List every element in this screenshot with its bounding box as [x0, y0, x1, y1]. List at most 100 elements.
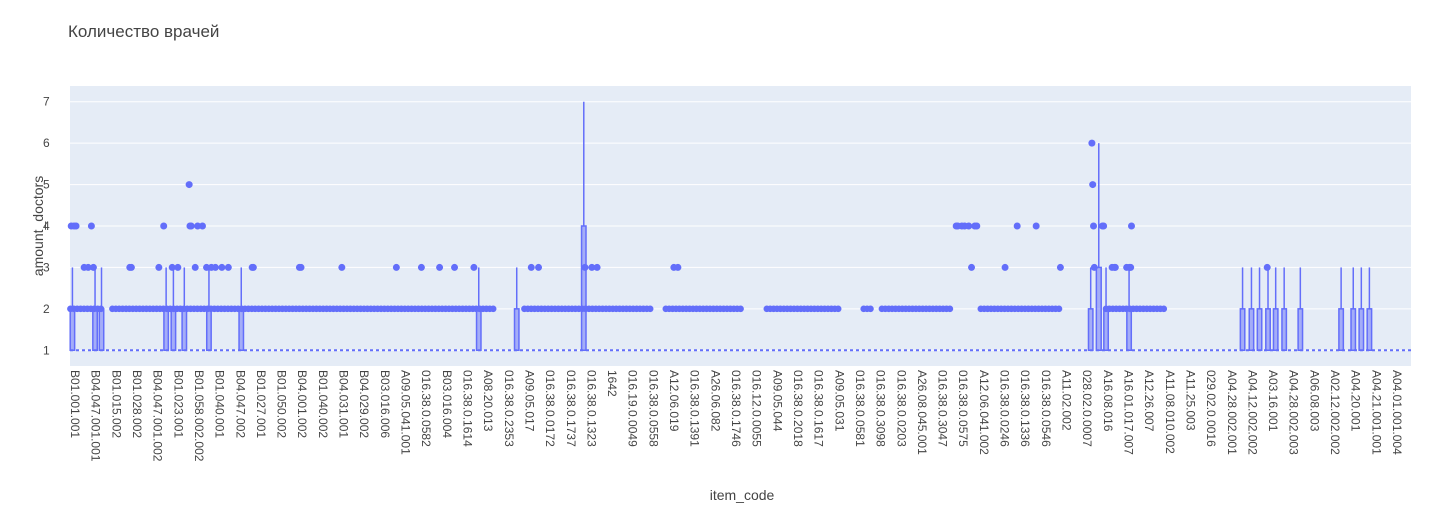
outlier-point-60	[1001, 263, 1009, 271]
box-1	[92, 267, 99, 352]
x-tick-label-46: 016.38.0.1336	[1018, 370, 1032, 447]
x-tick-label-18: B03.016.004	[440, 370, 454, 438]
x-tick-label-64: A04.01.001.004	[1390, 370, 1404, 455]
y-tick-label-5: 5	[43, 178, 50, 192]
box-23	[1350, 267, 1357, 352]
x-tick-label-51: A16.01.017.007	[1122, 370, 1136, 455]
x-tick-label-53: A11.08.010.002	[1163, 370, 1177, 454]
box-2	[98, 267, 105, 352]
outlier-point-23	[224, 263, 232, 271]
outlier-point-31	[436, 263, 444, 271]
box-16	[1248, 267, 1255, 352]
outlier-point-35	[535, 263, 543, 271]
outlier-point-27	[297, 263, 305, 271]
outlier-point-38	[593, 263, 601, 271]
box-body	[1265, 308, 1271, 352]
x-tick-label-1: B04.047.001.001	[89, 370, 103, 462]
y-tick-label-3: 3	[43, 260, 50, 274]
box-body	[69, 308, 76, 352]
data-point-208	[867, 305, 874, 313]
x-tick-label-50: A16.08.016	[1101, 370, 1115, 432]
data-point-160	[646, 305, 654, 313]
outlier-point-8	[127, 263, 135, 271]
box-body	[92, 308, 99, 352]
outlier-point-43	[1090, 222, 1098, 230]
box-body	[1281, 308, 1288, 352]
data-point-183	[737, 305, 744, 313]
outlier-point-28	[338, 263, 346, 271]
x-tick-label-24: 016.38.0.1737	[564, 370, 578, 447]
outlier-point-2	[72, 222, 80, 230]
x-tick-label-0: B01.001.001	[68, 370, 82, 438]
x-tick-label-6: B01.058.002.002	[192, 370, 206, 462]
x-tick-label-35: 016.38.0.2018	[791, 370, 805, 447]
x-tick-label-11: B04.001.002	[295, 370, 309, 438]
y-tick-label-4: 4	[43, 219, 50, 233]
outlier-point-62	[1032, 222, 1040, 230]
box-21	[1297, 267, 1304, 352]
box-body	[475, 308, 482, 352]
x-tick-label-23: 016.38.0.0172	[543, 370, 557, 447]
box-body	[181, 308, 188, 352]
box-body	[1087, 308, 1094, 352]
outlier-point-57	[968, 263, 976, 271]
x-tick-label-8: B04.047.002	[233, 370, 247, 438]
box-7	[238, 267, 245, 352]
outlier-point-66	[1263, 263, 1271, 271]
x-tick-label-3: B01.028.002	[130, 370, 144, 438]
box-5	[181, 267, 188, 352]
outlier-point-19	[203, 263, 211, 271]
box-11	[1087, 267, 1094, 352]
x-tick-label-37: A09.05.031	[832, 370, 846, 432]
outlier-point-13	[185, 181, 193, 189]
x-tick-label-56: A04.28.002.001	[1225, 370, 1239, 455]
data-point-271	[1160, 305, 1168, 313]
box-3	[163, 267, 170, 352]
outlier-point-59	[973, 222, 981, 230]
x-tick-label-41: A26.08.045.001	[915, 370, 929, 455]
x-tick-label-22: A09.05.017	[522, 370, 536, 432]
x-tick-label-27: 016.19.0.0049	[626, 370, 640, 447]
outlier-point-30	[417, 263, 425, 271]
x-tick-label-47: 016.38.0.0546	[1039, 370, 1053, 447]
x-tick-label-57: A04.12.002.002	[1245, 370, 1259, 455]
outlier-point-34	[527, 263, 535, 271]
data-point-122	[489, 305, 497, 313]
box-0	[69, 267, 76, 352]
outlier-point-17	[194, 222, 202, 230]
outlier-point-22	[218, 263, 226, 271]
outlier-point-6	[89, 263, 97, 271]
x-tick-label-25: 016.38.0.1323	[584, 370, 598, 447]
box-8	[475, 267, 482, 352]
outlier-point-21	[211, 263, 219, 271]
box-series	[69, 101, 1373, 352]
x-tick-label-34: A09.05.044	[770, 370, 784, 432]
outlier-point-25	[249, 263, 257, 271]
x-tick-label-29: A12.06.019	[667, 370, 681, 432]
outlier-point-33	[470, 263, 478, 271]
box-13	[1103, 267, 1110, 352]
box-19	[1272, 267, 1279, 352]
box-body	[513, 308, 520, 352]
outlier-point-4	[84, 263, 92, 271]
x-tick-label-14: B04.029.002	[357, 370, 371, 438]
x-tick-label-31: A26.06.082	[708, 370, 722, 432]
x-tick-label-44: A12.06.041.002	[977, 370, 991, 455]
x-tick-label-10: B01.050.002	[275, 370, 289, 438]
outlier-point-16	[191, 263, 199, 271]
outlier-point-56	[965, 222, 973, 230]
x-tick-label-17: 016.38.0.0582	[419, 370, 433, 447]
x-tick-label-55: 029.02.0.0016	[1204, 370, 1218, 447]
x-tick-label-12: B01.040.002	[316, 370, 330, 438]
data-point-253	[1055, 305, 1063, 313]
box-body	[98, 308, 105, 352]
outlier-point-9	[155, 263, 163, 271]
y-axis-ticks: 1 2 3 4 5 6 7	[43, 95, 50, 358]
outlier-point-15	[187, 222, 195, 230]
x-tick-label-19: 016.38.0.1614	[461, 370, 475, 447]
outlier-point-36	[581, 263, 589, 271]
outlier-point-51	[1127, 222, 1135, 230]
outlier-point-42	[1089, 181, 1097, 189]
box-9	[513, 267, 520, 352]
x-tick-label-32: 016.38.0.1746	[729, 370, 743, 447]
